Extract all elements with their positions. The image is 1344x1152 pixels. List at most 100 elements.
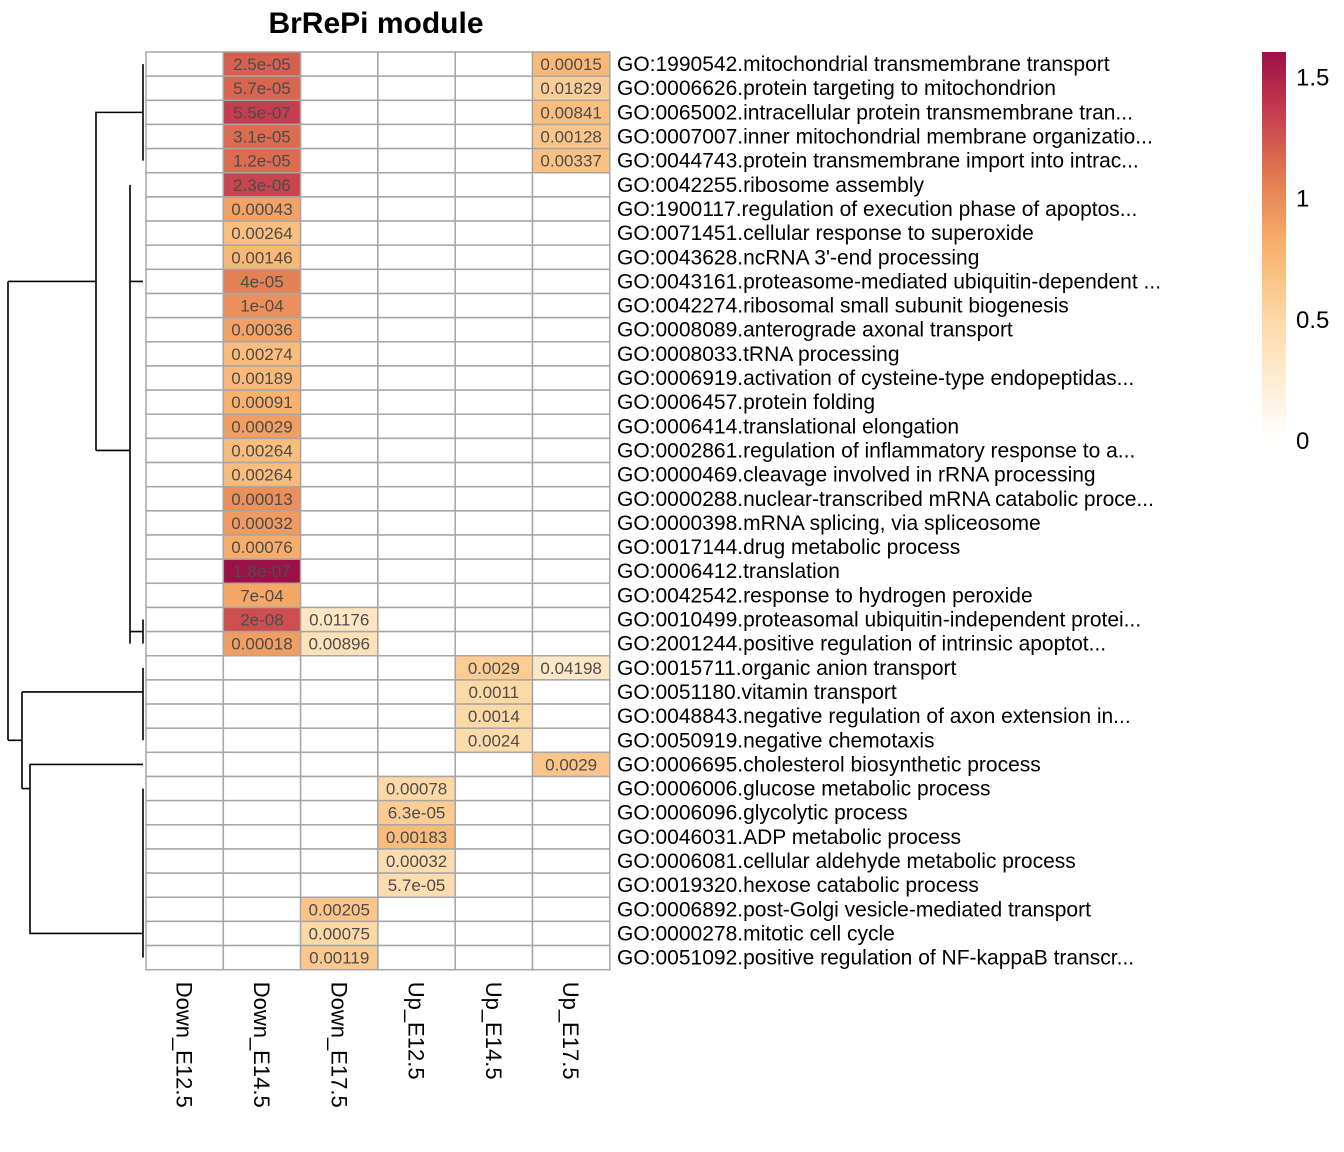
heatmap-cell xyxy=(377,341,456,367)
heatmap-cell xyxy=(454,485,534,512)
cell-value: 0.00029 xyxy=(231,417,292,436)
heatmap-cell xyxy=(377,220,456,246)
cell-value: 0.00264 xyxy=(231,224,292,243)
heatmap-cell xyxy=(299,413,379,440)
heatmap-cell xyxy=(222,775,302,802)
heatmap-cell xyxy=(531,606,611,633)
heatmap-cell xyxy=(222,389,302,416)
heatmap-cell xyxy=(145,703,225,729)
heatmap-cell xyxy=(299,75,379,102)
heatmap-cell xyxy=(145,389,225,416)
heatmap-cell xyxy=(222,630,302,657)
heatmap-cell xyxy=(145,582,225,609)
row-label: GO:1900117.regulation of execution phase… xyxy=(617,198,1137,221)
cell-value: 2e-08 xyxy=(240,611,283,630)
row-label: GO:0044743.protein transmembrane import … xyxy=(617,150,1139,173)
heatmap-cell xyxy=(377,510,456,536)
column-labels: Down_E12.5 Down_E14.5 Down_E17.5 Up_E12.5 Up… xyxy=(172,982,584,1108)
cell-value: 0.01176 xyxy=(309,611,369,630)
heatmap-cell xyxy=(531,679,611,705)
heatmap-cell xyxy=(222,920,302,947)
heatmap-cell xyxy=(454,268,534,295)
cell-value: 0.00015 xyxy=(540,55,601,74)
heatmap-cell xyxy=(531,75,611,102)
heatmap-cell xyxy=(145,775,225,802)
heatmap-cell xyxy=(454,558,534,585)
heatmap-cell xyxy=(454,703,534,729)
heatmap-cell xyxy=(531,848,611,874)
column-label: Down_E14.5 xyxy=(249,982,274,1108)
row-label: GO:0006096.glycolytic process xyxy=(617,802,908,825)
heatmap-cell xyxy=(454,316,534,343)
heatmap-cell xyxy=(377,679,456,705)
heatmap-cell xyxy=(222,655,302,681)
heatmap-cell xyxy=(454,606,534,633)
heatmap-cell xyxy=(145,630,225,657)
row-label: GO:0043161.proteasome-mediated ubiquitin… xyxy=(617,270,1161,293)
heatmap-cell xyxy=(222,703,302,729)
heatmap-cell xyxy=(377,655,456,681)
heatmap-cell xyxy=(377,920,456,947)
heatmap-cell xyxy=(454,848,534,874)
heatmap-cell xyxy=(531,775,611,802)
cell-value: 0.0029 xyxy=(545,755,597,774)
heatmap-cell xyxy=(531,437,611,464)
heatmap-cell xyxy=(377,123,456,150)
heatmap-cell xyxy=(454,75,534,102)
heatmap-cell xyxy=(145,799,225,826)
heatmap-cell xyxy=(222,848,302,874)
row-label: GO:2001244.positive regulation of intrin… xyxy=(617,633,1106,656)
row-label: GO:0000398.mRNA splicing, via spliceosom… xyxy=(617,512,1041,535)
heatmap-cell xyxy=(145,558,225,585)
cell-value: 0.00896 xyxy=(309,635,370,654)
row-label: GO:0002861.regulation of inflammatory re… xyxy=(617,439,1135,462)
row-label: GO:0000288.nuclear-transcribed mRNA cata… xyxy=(617,488,1154,511)
heatmap-cell xyxy=(222,196,302,222)
heatmap-cell xyxy=(299,268,379,295)
heatmap-cell xyxy=(454,51,534,77)
heatmap-cell xyxy=(454,389,534,416)
heatmap-cell xyxy=(377,727,456,754)
cell-value: 0.00205 xyxy=(309,900,370,919)
color-legend: 0 0.5 1 1.5 xyxy=(1262,52,1329,455)
heatmap-cell xyxy=(145,147,225,174)
cell-value: 0.01829 xyxy=(540,79,601,98)
row-label: GO:0006081.cellular aldehyde metabolic p… xyxy=(617,850,1076,873)
heatmap-cell xyxy=(145,316,225,343)
heatmap-cell xyxy=(531,341,611,367)
heatmap-cell xyxy=(145,437,225,464)
heatmap-cell xyxy=(145,655,225,681)
heatmap-cell xyxy=(531,944,611,971)
heatmap-cell xyxy=(299,799,379,826)
heatmap-cell xyxy=(454,292,534,319)
heatmap-cell xyxy=(454,461,534,488)
heatmap-cell xyxy=(531,389,611,416)
row-label: GO:0007007.inner mitochondrial membrane … xyxy=(617,126,1153,149)
heatmap-cell xyxy=(454,123,534,150)
row-label: GO:0017144.drug metabolic process xyxy=(617,536,960,559)
heatmap-cell xyxy=(377,75,456,102)
cell-value: 0.00013 xyxy=(231,490,292,509)
heatmap-cell xyxy=(299,172,379,198)
row-label: GO:0050919.negative chemotaxis xyxy=(617,729,935,752)
heatmap-cell xyxy=(454,727,534,754)
heatmap-cell xyxy=(531,268,611,295)
heatmap-cell xyxy=(377,534,456,560)
heatmap-cell xyxy=(454,220,534,246)
cell-value: 4e-05 xyxy=(240,272,283,291)
heatmap-cell xyxy=(531,413,611,440)
heatmap-cell xyxy=(454,824,534,850)
heatmap-cell xyxy=(145,75,225,102)
row-label: GO:0048843.negative regulation of axon e… xyxy=(617,705,1131,728)
cell-value: 0.00264 xyxy=(231,441,292,460)
cell-value: 0.00078 xyxy=(386,780,447,799)
heatmap-cell xyxy=(454,341,534,367)
heatmap-cell xyxy=(377,196,456,222)
heatmap-cell xyxy=(299,461,379,488)
heatmap-cell xyxy=(377,316,456,343)
heatmap-cell xyxy=(222,751,302,778)
heatmap-cell xyxy=(531,147,611,174)
heatmap-cell xyxy=(222,558,302,585)
heatmap-cell xyxy=(145,510,225,536)
